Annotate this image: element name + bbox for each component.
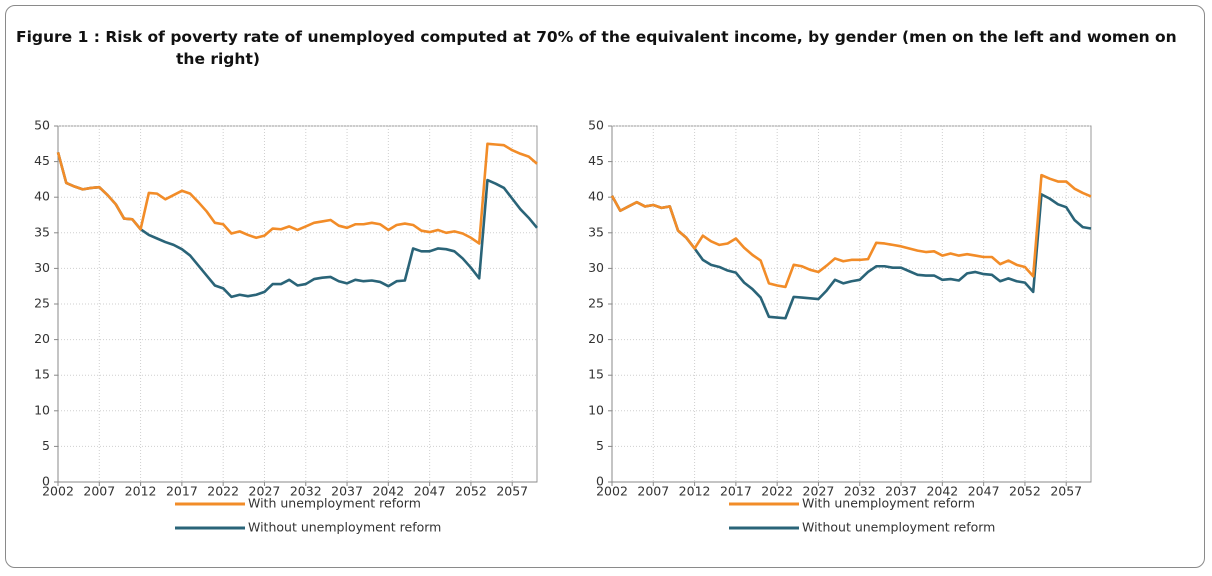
x-tick-label: 2002 (42, 484, 74, 499)
x-tick-label: 2037 (331, 484, 363, 499)
x-tick-label: 2042 (372, 484, 404, 499)
y-tick-label: 50 (34, 118, 50, 133)
x-tick-label: 2042 (926, 484, 958, 499)
x-tick-label: 2022 (761, 484, 793, 499)
y-tick-label: 0 (596, 474, 604, 489)
y-tick-label: 50 (588, 118, 604, 133)
x-tick-label: 2047 (968, 484, 1000, 499)
y-tick-label: 30 (34, 260, 50, 275)
y-tick-label: 25 (34, 296, 50, 311)
series-line (610, 173, 1092, 289)
figure-title: Figure 1 : Risk of poverty rate of unemp… (16, 28, 1177, 68)
x-tick-label: 2027 (803, 484, 835, 499)
x-tick-label: 2012 (125, 484, 157, 499)
x-tick-label: 2037 (885, 484, 917, 499)
x-tick-label: 2047 (414, 484, 446, 499)
y-tick-label: 30 (588, 260, 604, 275)
y-tick-label: 35 (588, 224, 604, 239)
x-tick-label: 2032 (844, 484, 876, 499)
y-tick-label: 40 (34, 189, 50, 204)
y-tick-label: 20 (588, 331, 604, 346)
x-tick-label: 2012 (679, 484, 711, 499)
y-tick-label: 0 (42, 474, 50, 489)
y-tick-label: 20 (34, 331, 50, 346)
plot-area (57, 125, 538, 483)
x-tick-label: 2027 (249, 484, 281, 499)
y-tick-label: 40 (588, 189, 604, 204)
x-tick-label: 2007 (637, 484, 669, 499)
series-line (56, 142, 538, 245)
y-tick-label: 10 (34, 402, 50, 417)
x-tick-label: 2032 (290, 484, 322, 499)
y-tick-label: 45 (34, 153, 50, 168)
legend-label: With unemployment reform (802, 496, 975, 511)
plot-area (611, 125, 1092, 483)
series-line (56, 152, 539, 299)
y-tick-label: 35 (34, 224, 50, 239)
legend-label: Without unemployment reform (248, 520, 441, 535)
figure-frame (5, 5, 1205, 568)
x-tick-label: 2002 (596, 484, 628, 499)
y-tick-label: 5 (596, 438, 604, 453)
x-tick-label: 2052 (455, 484, 487, 499)
series-line (610, 193, 1092, 320)
y-tick-label: 15 (34, 367, 50, 382)
x-tick-label: 2052 (1009, 484, 1041, 499)
y-tick-label: 25 (588, 296, 604, 311)
legend-label: Without unemployment reform (802, 520, 995, 535)
x-tick-label: 2017 (720, 484, 752, 499)
x-tick-label: 2057 (496, 484, 528, 499)
y-tick-label: 5 (42, 438, 50, 453)
x-tick-label: 2057 (1050, 484, 1082, 499)
x-tick-label: 2007 (83, 484, 115, 499)
x-tick-label: 2022 (207, 484, 239, 499)
y-tick-label: 45 (588, 153, 604, 168)
legend-label: With unemployment reform (248, 496, 421, 511)
x-tick-label: 2017 (166, 484, 198, 499)
y-tick-label: 10 (588, 402, 604, 417)
y-tick-label: 15 (588, 367, 604, 382)
